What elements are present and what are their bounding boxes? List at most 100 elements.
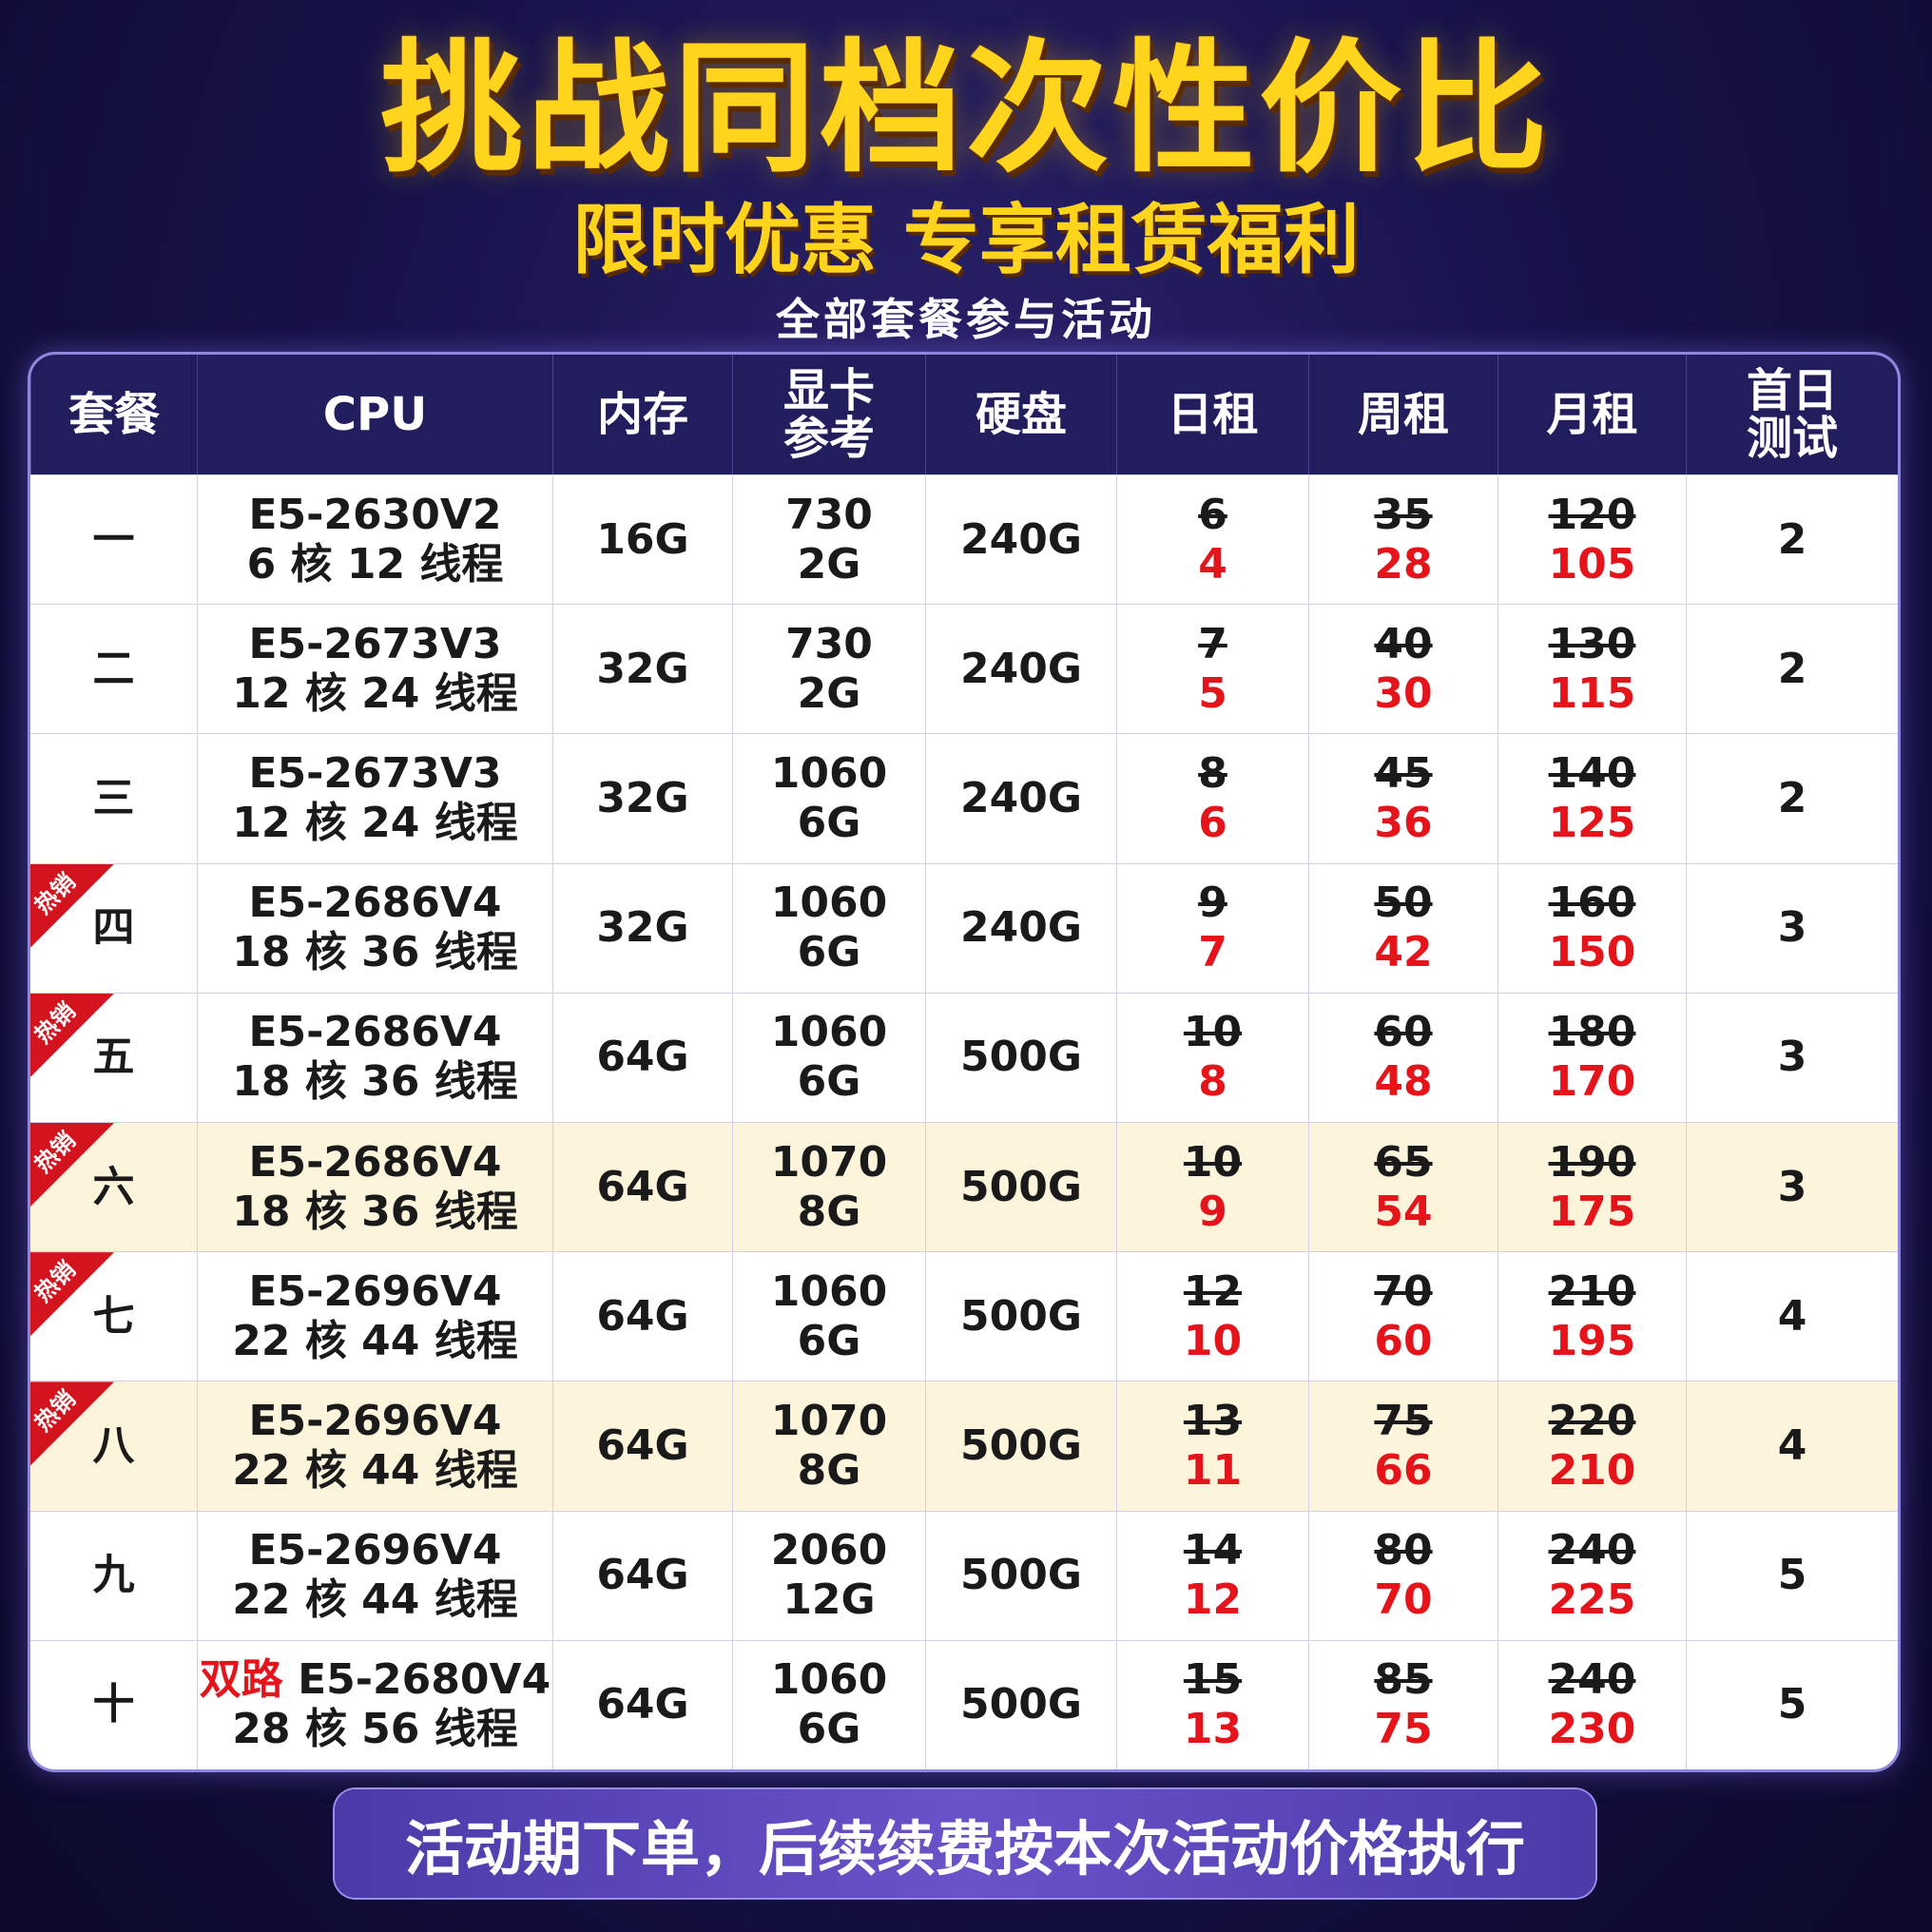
sale-price: 7: [1198, 928, 1227, 977]
trial: 5: [1777, 1680, 1807, 1729]
header-cell: 套餐: [30, 355, 197, 474]
sale-price: 230: [1548, 1705, 1636, 1754]
monthly-cell: 210 195: [1497, 1252, 1686, 1381]
plan-name: 一: [92, 514, 135, 564]
cpu-tag: 双路: [199, 1655, 283, 1705]
cpu-line: E5-2696V4: [248, 1397, 501, 1446]
original-price: 240: [1548, 1526, 1636, 1575]
trial: 3: [1777, 903, 1807, 953]
sale-price: 12: [1183, 1575, 1243, 1625]
daily-cell: 15 13: [1116, 1640, 1308, 1769]
trial-cell: 2: [1686, 475, 1898, 605]
gpu-cell: 2060 12G: [732, 1511, 925, 1640]
header-text: 套餐: [68, 388, 160, 441]
sale-price: 210: [1548, 1445, 1636, 1495]
ram: 64G: [596, 1551, 689, 1600]
header-text: CPU: [322, 388, 428, 441]
cpu-model: E5-2686V4: [248, 879, 502, 928]
trial-cell: 4: [1686, 1252, 1898, 1381]
sale-price: 5: [1198, 668, 1227, 718]
header-cell: 内存: [552, 355, 732, 474]
cpu-model: E5-2686V4: [248, 1008, 502, 1057]
cpu-line: 双路 E5-2680V4: [200, 1655, 551, 1705]
original-price: 60: [1374, 1008, 1433, 1057]
ram-cell: 64G: [552, 1511, 732, 1640]
table-row: 热销六 E5-2686V4 18 核 36 线程 64G 1070 8G 500G 10 9 65…: [30, 1121, 1898, 1252]
gpu-cell: 1060 6G: [732, 863, 925, 993]
cpu-cell: E5-2673V3 12 核 24 线程: [197, 605, 552, 734]
ram-cell: 32G: [552, 863, 732, 993]
table-row: 热销八 E5-2696V4 22 核 44 线程 64G 1070 8G 500G 13 11 7…: [30, 1381, 1898, 1511]
plan-name: 六: [92, 1162, 135, 1211]
table-row: 热销四 E5-2686V4 18 核 36 线程 32G 1060 6G 240G 9 7 50 4…: [30, 862, 1898, 993]
cpu-line: E5-2686V4: [248, 879, 501, 928]
gpu-line: 2G: [797, 668, 861, 718]
disk-cell: 500G: [925, 1640, 1116, 1769]
trial-cell: 2: [1686, 605, 1898, 734]
sale-price: 125: [1548, 798, 1636, 847]
gpu-cell: 1060 6G: [732, 1252, 925, 1381]
trial: 2: [1777, 644, 1807, 693]
cpu-model: E5-2673V3: [248, 748, 502, 798]
disk-cell: 500G: [925, 1122, 1116, 1252]
gpu-line: 1060: [770, 1655, 888, 1705]
monthly-cell: 240 225: [1497, 1511, 1686, 1640]
monthly-cell: 180 170: [1497, 993, 1686, 1122]
cpu-threads: 22 核 44 线程: [232, 1445, 518, 1495]
trial-cell: 5: [1686, 1511, 1898, 1640]
plan-cell: 二: [30, 605, 197, 733]
header-cell: 首日 测试: [1686, 355, 1898, 474]
cpu-model: E5-2630V2: [248, 490, 502, 539]
price-table: 套餐 CPU 内存 显卡 参考 硬盘 日租 周租 月租 首日 测试一 E5-2630V2 6 核 12 …: [30, 355, 1898, 1769]
trial-cell: 3: [1686, 993, 1898, 1122]
sale-price: 54: [1374, 1187, 1433, 1236]
original-price: 130: [1548, 619, 1636, 668]
gpu-line: 8G: [797, 1187, 861, 1236]
gpu-line: 730: [785, 490, 873, 539]
disk: 240G: [960, 903, 1082, 953]
weekly-cell: 45 36: [1308, 734, 1497, 863]
original-price: 10: [1183, 1008, 1243, 1057]
subtitle: 限时优惠 专享租赁福利: [572, 196, 1360, 284]
gpu-line: 6G: [797, 928, 861, 977]
cpu-cell: E5-2696V4 22 核 44 线程: [197, 1252, 552, 1381]
monthly-cell: 160 150: [1497, 863, 1686, 993]
disk: 500G: [960, 1291, 1082, 1341]
original-price: 6: [1198, 490, 1227, 539]
gpu-cell: 1070 8G: [732, 1381, 925, 1511]
badge-text: 热销: [30, 1256, 81, 1307]
ram-cell: 32G: [552, 605, 732, 734]
cpu-model: E5-2696V4: [248, 1526, 502, 1575]
trial: 4: [1777, 1420, 1807, 1470]
sale-price: 70: [1374, 1575, 1433, 1625]
sale-price: 36: [1374, 798, 1433, 847]
cpu-line: E5-2630V2: [248, 491, 501, 540]
weekly-cell: 75 66: [1308, 1381, 1497, 1511]
sale-price: 28: [1374, 539, 1433, 589]
original-price: 15: [1183, 1655, 1243, 1705]
disk-cell: 240G: [925, 734, 1116, 863]
original-price: 35: [1374, 490, 1433, 539]
cpu-line: E5-2673V3: [248, 749, 501, 799]
disk: 240G: [960, 514, 1082, 564]
plan-cell: 热销四: [30, 863, 197, 993]
title: 挑战同档次性价比: [379, 27, 1552, 192]
ram-cell: 32G: [552, 734, 732, 863]
cpu-line: E5-2696V4: [248, 1526, 501, 1575]
table-row: 九 E5-2696V4 22 核 44 线程 64G 2060 12G 500G 14 12 80…: [30, 1510, 1898, 1640]
cpu-model: E5-2696V4: [248, 1396, 502, 1445]
cpu-line: E5-2686V4: [248, 1138, 501, 1188]
ram-cell: 64G: [552, 993, 732, 1122]
ram-cell: 64G: [552, 1381, 732, 1511]
table-row: 十 双路 E5-2680V4 28 核 56 线程 64G 1060 6G 500G 15 13…: [30, 1639, 1898, 1769]
ram: 64G: [596, 1680, 689, 1729]
disk: 500G: [960, 1551, 1082, 1600]
ram-cell: 64G: [552, 1252, 732, 1381]
gpu-line: 1070: [770, 1396, 888, 1445]
gpu-line: 8G: [797, 1445, 861, 1495]
plan-name: 八: [92, 1420, 135, 1470]
disk: 500G: [960, 1420, 1082, 1470]
